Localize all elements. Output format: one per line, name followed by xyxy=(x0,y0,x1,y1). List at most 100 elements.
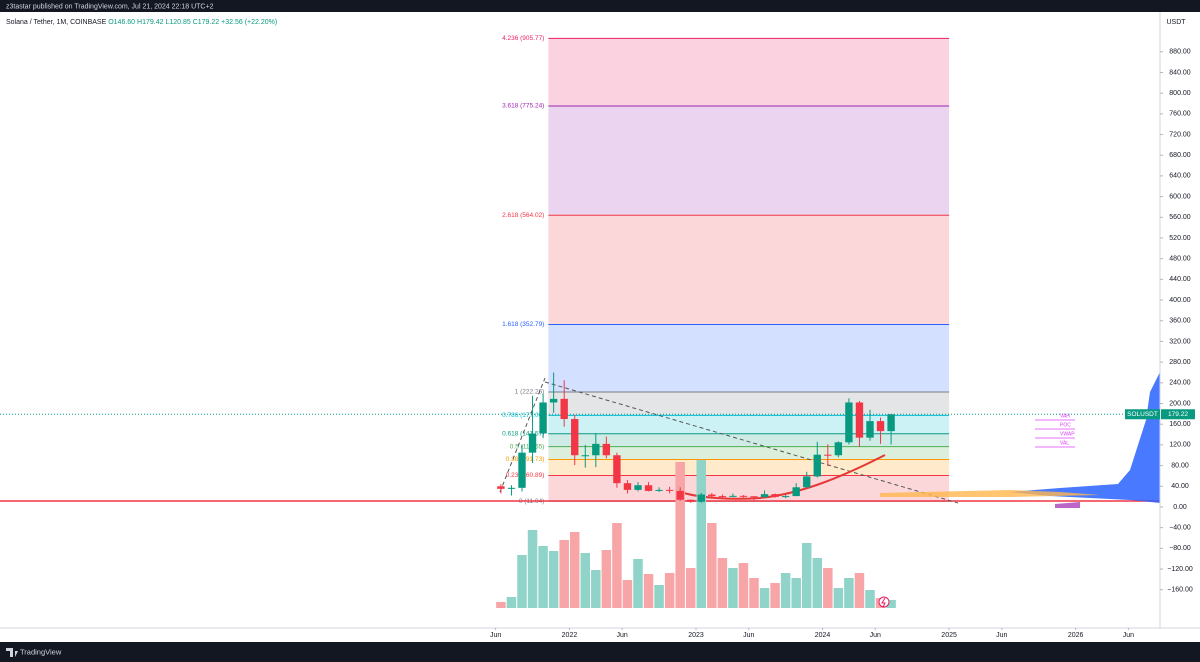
volume-bar xyxy=(591,570,601,608)
volume-bar xyxy=(643,574,654,608)
fib-label: 0.786 (177.06) xyxy=(502,412,544,419)
candle-body xyxy=(497,486,505,489)
fib-label: 0.5 (116.65) xyxy=(510,443,545,450)
last-price-label: 179.22 xyxy=(1168,411,1188,418)
candle-body xyxy=(676,490,684,500)
candle-body xyxy=(708,494,716,497)
x-tick-label: Jun xyxy=(490,632,501,639)
volume-bar xyxy=(886,600,896,608)
y-tick-label: 680.00 xyxy=(1169,152,1191,159)
x-tick-label: Jun xyxy=(617,632,628,639)
candle-body xyxy=(887,414,895,432)
candle-body xyxy=(528,433,537,453)
y-tick-label: 120.00 xyxy=(1169,442,1191,449)
volume xyxy=(496,460,896,608)
candle-body xyxy=(571,419,579,456)
ohlc-open: O146.60 xyxy=(108,19,135,26)
x-tick-label: Jun xyxy=(743,632,754,639)
volume-bar xyxy=(633,559,643,608)
trend-line xyxy=(544,381,959,504)
y-tick-label: 0.00 xyxy=(1173,504,1187,511)
fib-band xyxy=(548,38,950,106)
volume-bar xyxy=(654,585,664,608)
event-icon-glyph xyxy=(881,597,886,608)
candle-body xyxy=(687,499,695,502)
x-tick-label: 2024 xyxy=(815,632,831,639)
y-tick-label: −40.00 xyxy=(1169,524,1191,531)
volume-bar xyxy=(865,590,875,608)
volume-bar xyxy=(527,530,538,608)
event-icon[interactable] xyxy=(878,596,890,608)
y-tick-label: 880.00 xyxy=(1169,49,1191,56)
candle-body xyxy=(665,489,674,491)
ohlc-low: L120.85 xyxy=(165,19,190,26)
volume-profile xyxy=(1010,372,1160,503)
x-tick-label: 2026 xyxy=(1068,632,1084,639)
brand: TradingView xyxy=(20,647,62,656)
y-tick-label: −120.00 xyxy=(1167,566,1193,573)
volume-bar xyxy=(601,550,612,608)
candle-body xyxy=(792,487,800,497)
volume-bar xyxy=(770,583,780,608)
volume-bar xyxy=(569,532,580,608)
y-tick-label: 560.00 xyxy=(1169,214,1191,221)
fib-band xyxy=(548,459,950,476)
y-tick-label: −80.00 xyxy=(1169,545,1191,552)
candle-body xyxy=(634,485,642,490)
volume-bar xyxy=(833,588,844,608)
candle-body xyxy=(855,402,864,438)
y-tick-label: 240.00 xyxy=(1169,380,1191,387)
profile-label: VAH xyxy=(1060,413,1070,419)
candle-body xyxy=(539,402,547,434)
volume-bar xyxy=(506,597,517,608)
brand-logo xyxy=(6,648,18,657)
volume-bar xyxy=(854,573,865,608)
candle-body xyxy=(760,494,769,498)
candle-body xyxy=(655,489,663,491)
volume-bar xyxy=(823,568,833,608)
volume-bar xyxy=(717,558,728,608)
y-tick-label: 200.00 xyxy=(1169,400,1191,407)
y-tick-label: 160.00 xyxy=(1169,421,1191,428)
symbol-title: Solana / Tether, 1M, COINBASE xyxy=(6,19,107,26)
volume-bar xyxy=(749,578,759,608)
candle-body xyxy=(581,455,589,457)
candle-body xyxy=(866,421,874,438)
x-tick-label: Jun xyxy=(1123,632,1134,639)
x-tick-label: Jun xyxy=(996,632,1007,639)
candle-body xyxy=(623,483,632,490)
candle-body xyxy=(644,485,653,491)
volume-bar xyxy=(675,462,685,608)
legend: Solana / Tether, 1M, COINBASE O146.60 H1… xyxy=(6,19,277,26)
candle-body xyxy=(750,496,758,498)
last-price-bg xyxy=(1161,409,1195,420)
y-tick-label: 40.00 xyxy=(1171,483,1189,490)
fib-label: 4.236 (905.77) xyxy=(502,35,544,42)
volume-bar xyxy=(548,551,559,608)
fib-label: 2.618 (564.02) xyxy=(502,212,544,219)
candle-body xyxy=(507,487,516,489)
candle-body xyxy=(813,454,821,477)
profile-label: VAL xyxy=(1060,440,1069,446)
volume-bar xyxy=(538,546,548,608)
candle-body xyxy=(729,495,737,497)
volume-bar xyxy=(664,573,675,608)
candle-body xyxy=(771,494,779,497)
overlays xyxy=(0,372,1160,508)
y-tick-label: 400.00 xyxy=(1169,297,1191,304)
fib-band xyxy=(548,324,950,392)
volume-bar xyxy=(622,580,633,608)
volume-bar xyxy=(517,555,527,608)
y-tick-label: 840.00 xyxy=(1169,69,1191,76)
profile-label: VWAP xyxy=(1060,431,1075,437)
y-tick-label: 280.00 xyxy=(1169,359,1191,366)
candle-body xyxy=(602,443,611,456)
volume-bar xyxy=(707,523,717,608)
candle-body xyxy=(845,402,853,443)
y-tick-label: 800.00 xyxy=(1169,90,1191,97)
candle-body xyxy=(824,454,832,456)
y-tick-label: 80.00 xyxy=(1171,462,1189,469)
candle-body xyxy=(613,455,621,484)
volume-bar xyxy=(496,602,506,608)
